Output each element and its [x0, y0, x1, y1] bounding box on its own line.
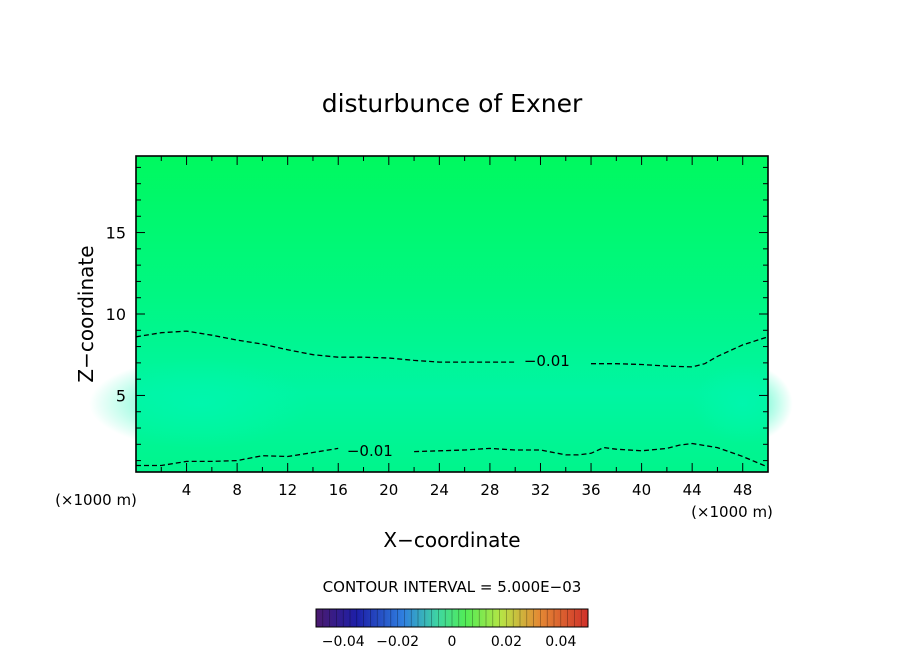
- colorbar-tick-label: 0.04: [545, 634, 576, 650]
- x-tick-label: 8: [232, 481, 242, 499]
- contour-line: [136, 447, 339, 467]
- colorbar-frame: [315, 608, 589, 628]
- x-tick-label: 40: [632, 481, 651, 499]
- y-tick-label: 5: [116, 386, 126, 405]
- colorbar-tick-label: −0.04: [322, 634, 365, 650]
- y-axis-label: Z−coordinate: [74, 245, 98, 382]
- contour-line: [414, 442, 769, 468]
- x-tick-label: 20: [379, 481, 398, 499]
- colorbar-tick-label: 0: [448, 634, 457, 650]
- y-tick-label: 10: [106, 305, 126, 324]
- contour-line: [591, 336, 769, 368]
- y-tick-label: 15: [106, 224, 126, 243]
- x-tick-label: 28: [480, 481, 499, 499]
- contour-label: −0.01: [524, 352, 570, 370]
- x-unit-left: (×1000 m): [55, 491, 137, 509]
- colorbar-tick-label: −0.02: [376, 634, 419, 650]
- x-tick-label: 32: [531, 481, 550, 499]
- contour-fill-highlight: [692, 363, 793, 444]
- x-axis-label: X−coordinate: [383, 528, 520, 552]
- colorbar-gradient: [316, 609, 588, 627]
- x-tick-label: 12: [278, 481, 297, 499]
- x-tick-label: 44: [683, 481, 702, 499]
- chart-title: disturbunce of Exner: [322, 89, 583, 118]
- x-tick-label: 48: [733, 481, 752, 499]
- contour-interval-text: CONTOUR INTERVAL = 5.000E−03: [323, 578, 582, 596]
- contour-label: −0.01: [347, 442, 393, 460]
- x-unit-right: (×1000 m): [691, 503, 773, 521]
- x-tick-label: 36: [581, 481, 600, 499]
- x-tick-label: 16: [329, 481, 348, 499]
- colorbar: −0.04 −0.02 0 0.02 0.04: [315, 608, 589, 650]
- x-tick-label: 4: [182, 481, 192, 499]
- contour-fill-highlight: [89, 358, 310, 449]
- x-tick-label: 24: [430, 481, 449, 499]
- contour-line: [135, 330, 516, 363]
- colorbar-tick-label: 0.02: [491, 634, 522, 650]
